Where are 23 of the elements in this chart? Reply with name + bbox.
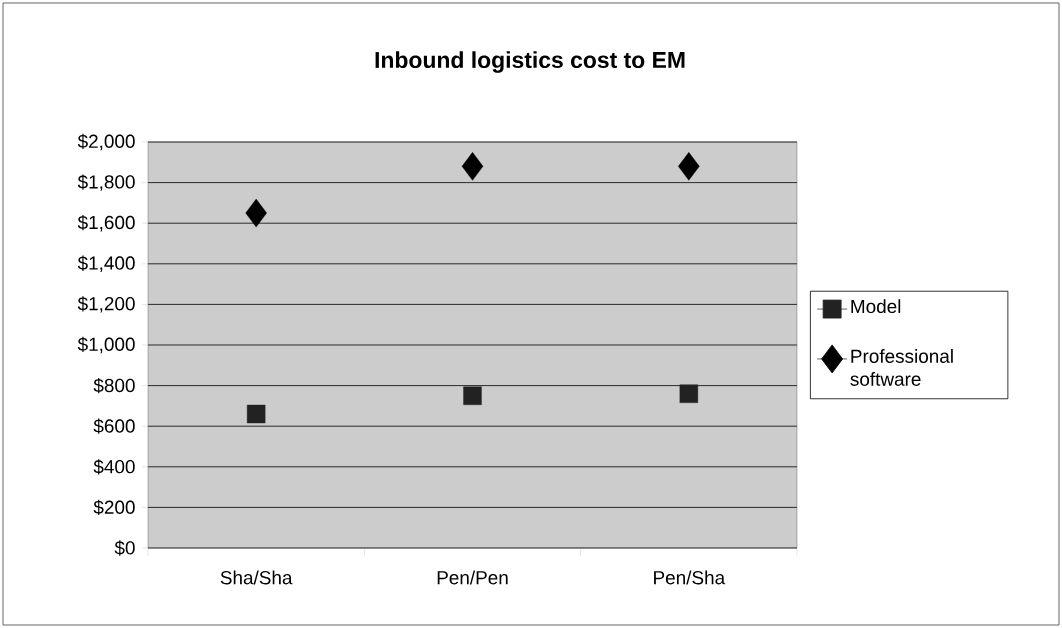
y-tick-label: $600 [93, 418, 135, 434]
x-tick-label: Sha/Sha [220, 570, 293, 585]
x-tick-label: Pen/Sha [654, 570, 726, 585]
x-tick-label: Pen/Pen [437, 570, 508, 585]
y-tick-label: $200 [93, 499, 135, 516]
legend-label: Model [851, 299, 901, 314]
point [679, 384, 699, 403]
y-tick-label: $1,000 [77, 336, 135, 354]
legend-label: Professional software [850, 349, 953, 386]
point [461, 152, 484, 181]
y-tick-label: $0 [114, 540, 135, 556]
y-tick-label: $1,200 [77, 296, 135, 313]
y-tick-label: $2,000 [77, 133, 135, 151]
y-tick-label: $800 [93, 377, 135, 394]
y-tick-label: $1,800 [77, 174, 135, 191]
point [463, 386, 482, 405]
point [678, 152, 700, 181]
y-tick-label: $400 [93, 459, 135, 475]
y-tick-label: $1,400 [77, 255, 135, 273]
point [246, 404, 266, 424]
y-tick-label: $1,600 [77, 214, 135, 232]
point [245, 198, 267, 228]
chart-title: Inbound logistics cost to EM [375, 51, 685, 73]
